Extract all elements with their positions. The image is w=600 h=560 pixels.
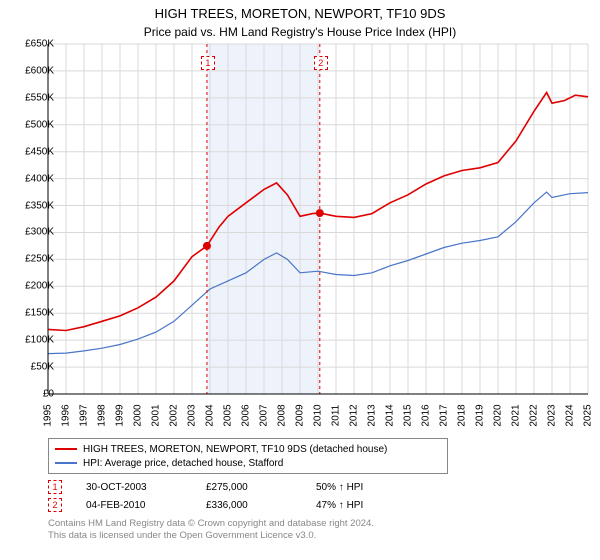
footer-attribution: Contains HM Land Registry data © Crown c…	[48, 518, 374, 542]
x-tick-label: 2007	[259, 404, 270, 426]
y-tick-label: £300K	[25, 227, 54, 238]
x-tick-label: 2019	[475, 404, 486, 426]
x-tick-label: 2021	[511, 404, 522, 426]
event-table: 1 30-OCT-2003 £275,000 50% ↑ HPI 2 04-FE…	[48, 478, 426, 514]
chart-subtitle: Price paid vs. HM Land Registry's House …	[0, 23, 600, 41]
x-tick-label: 2004	[205, 404, 216, 426]
x-tick-label: 2011	[331, 405, 342, 427]
footer-line: This data is licensed under the Open Gov…	[48, 530, 374, 542]
y-tick-label: £100K	[25, 335, 54, 346]
plot-area	[48, 44, 588, 394]
y-tick-label: £200K	[25, 281, 54, 292]
footer-line: Contains HM Land Registry data © Crown c…	[48, 518, 374, 530]
x-tick-label: 1999	[115, 404, 126, 426]
y-tick-label: £0	[43, 389, 54, 400]
event-price: £336,000	[206, 500, 316, 511]
x-tick-label: 2003	[187, 404, 198, 426]
x-tick-label: 2009	[295, 404, 306, 426]
legend: HIGH TREES, MORETON, NEWPORT, TF10 9DS (…	[48, 438, 448, 474]
legend-item: HPI: Average price, detached house, Staf…	[55, 456, 441, 470]
x-tick-label: 2018	[457, 404, 468, 426]
x-tick-label: 2001	[151, 404, 162, 426]
chart-title: HIGH TREES, MORETON, NEWPORT, TF10 9DS	[0, 0, 600, 23]
x-tick-label: 2010	[313, 404, 324, 426]
event-row: 2 04-FEB-2010 £336,000 47% ↑ HPI	[48, 496, 426, 514]
event-date: 04-FEB-2010	[86, 500, 206, 511]
y-tick-label: £400K	[25, 173, 54, 184]
event-marker-icon: 2	[48, 498, 62, 512]
event-marker-on-plot: 1	[201, 56, 215, 70]
legend-label: HPI: Average price, detached house, Staf…	[83, 458, 283, 469]
y-tick-label: £550K	[25, 92, 54, 103]
y-tick-label: £250K	[25, 254, 54, 265]
x-tick-label: 2006	[241, 404, 252, 426]
event-price: £275,000	[206, 482, 316, 493]
event-marker-on-plot: 2	[314, 56, 328, 70]
event-marker-icon: 1	[48, 480, 62, 494]
x-tick-label: 2017	[439, 404, 450, 426]
legend-label: HIGH TREES, MORETON, NEWPORT, TF10 9DS (…	[83, 444, 387, 455]
y-tick-label: £450K	[25, 146, 54, 157]
x-tick-label: 2014	[385, 404, 396, 426]
event-delta: 50% ↑ HPI	[316, 482, 426, 493]
x-tick-label: 2015	[403, 404, 414, 426]
y-tick-label: £650K	[25, 39, 54, 50]
chart-container: HIGH TREES, MORETON, NEWPORT, TF10 9DS P…	[0, 0, 600, 560]
legend-item: HIGH TREES, MORETON, NEWPORT, TF10 9DS (…	[55, 442, 441, 456]
x-tick-label: 2024	[565, 404, 576, 426]
x-tick-label: 2002	[169, 404, 180, 426]
y-tick-label: £500K	[25, 119, 54, 130]
x-tick-label: 2013	[367, 404, 378, 426]
x-tick-label: 1997	[79, 404, 90, 426]
x-tick-label: 2000	[133, 404, 144, 426]
x-tick-label: 2025	[583, 404, 594, 426]
y-tick-label: £50K	[31, 362, 54, 373]
x-tick-label: 2012	[349, 404, 360, 426]
x-tick-label: 2005	[223, 404, 234, 426]
x-tick-label: 2023	[547, 404, 558, 426]
plot-svg	[48, 44, 588, 394]
y-tick-label: £350K	[25, 200, 54, 211]
legend-swatch	[55, 448, 77, 450]
y-tick-label: £600K	[25, 65, 54, 76]
y-tick-label: £150K	[25, 308, 54, 319]
event-delta: 47% ↑ HPI	[316, 500, 426, 511]
x-tick-label: 1996	[61, 404, 72, 426]
x-tick-label: 2022	[529, 404, 540, 426]
x-tick-label: 2016	[421, 404, 432, 426]
legend-swatch	[55, 462, 77, 464]
x-tick-label: 1995	[43, 404, 54, 426]
event-row: 1 30-OCT-2003 £275,000 50% ↑ HPI	[48, 478, 426, 496]
x-tick-label: 2020	[493, 404, 504, 426]
x-tick-label: 1998	[97, 404, 108, 426]
x-tick-label: 2008	[277, 404, 288, 426]
event-date: 30-OCT-2003	[86, 482, 206, 493]
